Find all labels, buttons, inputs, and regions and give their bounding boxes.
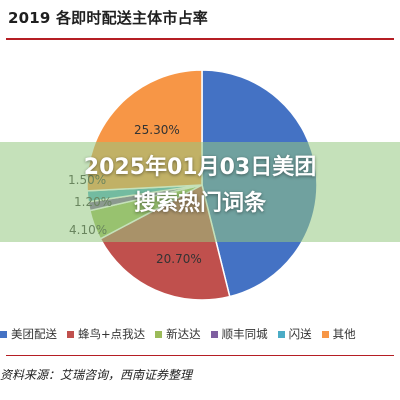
chart-title: 2019 各即时配送主体市占率: [8, 8, 208, 27]
legend-item-6: 其他: [321, 326, 356, 342]
overlay-banner: [0, 142, 400, 242]
legend-swatch: [210, 330, 218, 338]
overlay-line-1: 2025年01月03日美团: [83, 155, 317, 180]
legend-label: 美团配送: [11, 327, 57, 341]
legend-label: 蜂鸟+点我达: [78, 327, 146, 341]
legend-item-3: 新达达: [155, 326, 201, 342]
legend-swatch: [155, 330, 163, 338]
legend-item-1: 美团配送: [0, 326, 57, 342]
source-divider: [6, 355, 394, 356]
source-note: 资料来源：艾瑞咨询，西南证券整理: [0, 368, 193, 382]
legend-swatch: [0, 330, 7, 338]
legend-label: 顺丰同城: [221, 327, 268, 341]
legend-item-2: 蜂鸟+点我达: [67, 326, 145, 342]
legend-label: 其他: [332, 327, 356, 341]
title-divider: [6, 38, 394, 40]
chart-legend: 美团配送 蜂鸟+点我达 新达达 顺丰同城 闪送 其他: [0, 324, 400, 344]
slice-data-label-2: 20.70%: [156, 252, 202, 266]
chart-header: 2019 各即时配送主体市占率: [0, 0, 400, 34]
slice-data-label-6: 25.30%: [134, 123, 180, 137]
legend-swatch: [321, 330, 329, 338]
legend-swatch: [67, 330, 74, 338]
legend-label: 闪送: [288, 327, 312, 341]
overlay-line-2: 搜索热门词条: [133, 191, 266, 216]
legend-item-5: 闪送: [277, 326, 312, 342]
legend-label: 新达达: [166, 327, 201, 341]
legend-swatch: [277, 330, 285, 338]
legend-item-4: 顺丰同城: [210, 326, 268, 342]
overlay-caption: 2025年01月03日美团 搜索热门词条: [0, 150, 400, 222]
